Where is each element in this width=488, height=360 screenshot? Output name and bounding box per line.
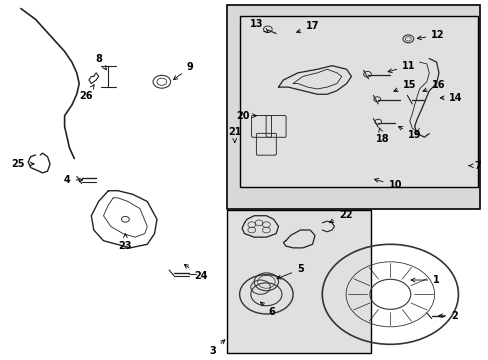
Text: 7: 7 <box>468 161 480 171</box>
Text: 24: 24 <box>184 264 207 282</box>
Text: 5: 5 <box>277 264 303 279</box>
Text: 8: 8 <box>95 54 106 70</box>
Text: 19: 19 <box>398 126 421 140</box>
Text: 23: 23 <box>119 234 132 251</box>
Bar <box>227 210 370 353</box>
Text: 17: 17 <box>296 21 319 33</box>
Text: 12: 12 <box>417 30 444 40</box>
Text: 21: 21 <box>227 127 241 143</box>
Text: 20: 20 <box>236 111 256 121</box>
Text: 16: 16 <box>422 80 445 92</box>
Text: 25: 25 <box>12 159 34 169</box>
Text: 22: 22 <box>329 210 352 222</box>
Bar <box>239 16 477 187</box>
Text: 26: 26 <box>80 85 94 101</box>
Text: 10: 10 <box>374 179 401 190</box>
Bar <box>227 5 479 208</box>
Text: 3: 3 <box>209 340 224 356</box>
Text: 2: 2 <box>438 311 457 321</box>
Text: 15: 15 <box>393 80 416 92</box>
Text: 1: 1 <box>410 275 439 285</box>
Text: 11: 11 <box>387 61 415 73</box>
Text: 6: 6 <box>260 302 275 317</box>
Text: 9: 9 <box>173 63 193 80</box>
Text: 14: 14 <box>439 93 462 103</box>
Text: 18: 18 <box>375 128 389 144</box>
Text: 13: 13 <box>249 19 268 32</box>
Text: 4: 4 <box>63 175 82 185</box>
